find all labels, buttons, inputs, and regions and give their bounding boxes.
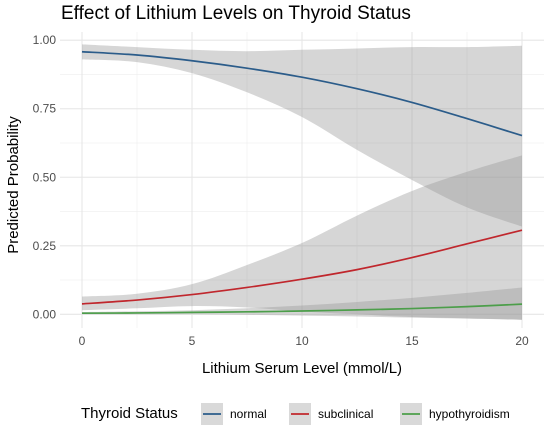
x-tick-label-1: 5 [189, 334, 196, 348]
y-tick-label-1: 0.25 [33, 239, 57, 253]
y-tick-label-0: 0.00 [33, 307, 57, 321]
legend-item-hypothyroidism: hypothyroidism [400, 403, 510, 425]
legend-item-normal: normal [201, 403, 267, 425]
legend: Thyroid Status normal subclinical hypothyr… [81, 403, 510, 425]
legend-label-normal: normal [230, 407, 267, 421]
series-line-subclinical [81, 229, 523, 305]
x-tick-label-4: 20 [515, 334, 529, 348]
ribbon-subclinical [82, 155, 522, 320]
legend-label-subclinical: subclinical [318, 407, 373, 421]
series-lines [81, 50, 523, 315]
x-axis-title: Lithium Serum Level (mmol/L) [202, 360, 402, 377]
series-line-normal [81, 50, 523, 137]
x-tick-labels: 0 5 10 15 20 [79, 334, 529, 348]
y-tick-label-2: 0.50 [33, 170, 57, 184]
x-tick-label-2: 10 [295, 334, 309, 348]
y-tick-labels: 0.00 0.25 0.50 0.75 1.00 [33, 33, 57, 321]
ribbon-normal [82, 44, 522, 227]
x-tick-label-3: 15 [405, 334, 419, 348]
x-tick-label-0: 0 [79, 334, 86, 348]
y-tick-label-3: 0.75 [33, 102, 57, 116]
legend-title: Thyroid Status [81, 405, 178, 422]
legend-label-hypothyroidism: hypothyroidism [429, 407, 510, 421]
legend-item-subclinical: subclinical [289, 403, 373, 425]
y-tick-label-4: 1.00 [33, 33, 57, 47]
gridlines [60, 32, 544, 328]
chart-title: Effect of Lithium Levels on Thyroid Stat… [61, 3, 411, 24]
series-line-hypothyroidism [81, 303, 523, 315]
y-axis-title: Predicted Probability [5, 116, 22, 254]
